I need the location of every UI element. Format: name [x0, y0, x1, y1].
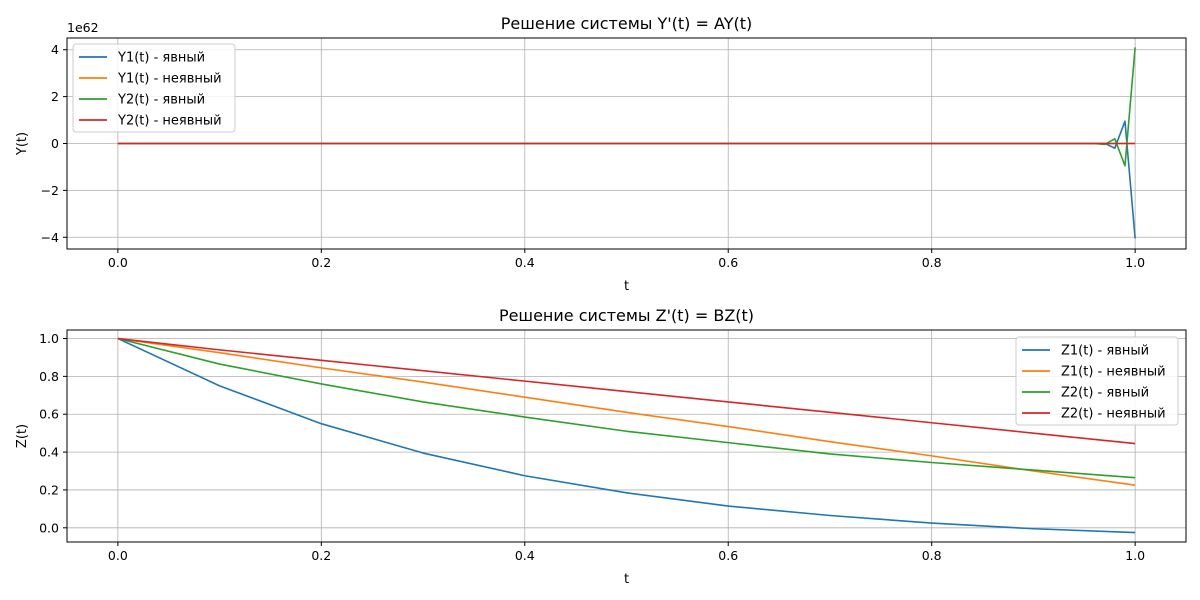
y-axis-label: Y(t)	[15, 132, 30, 156]
legend: Y1(t) - явный Y1(t) - неявный Y2(t) - явны…	[72, 43, 236, 133]
legend-entry: Z2(t) - явный	[1061, 386, 1149, 401]
x-axis-label: t	[624, 279, 629, 294]
y-tick-label: 0.4	[39, 445, 59, 460]
series-line-4	[117, 337, 1136, 445]
x-tick-label: 0.6	[718, 548, 738, 563]
x-axis-label: t	[624, 572, 629, 587]
x-tick-label: 1.0	[1125, 548, 1145, 563]
x-tick-label: 0.0	[108, 548, 128, 563]
x-tick-label: 0.0	[108, 255, 128, 270]
x-tick-label: 0.6	[718, 255, 738, 270]
chart-title: Решение системы Y'(t) = AY(t)	[501, 14, 752, 33]
legend-entry: Z2(t) - неявный	[1061, 407, 1166, 422]
x-tick-label: 0.2	[311, 255, 331, 270]
y-tick-label: 0.0	[39, 520, 59, 535]
y-tick-label: 0.6	[39, 407, 59, 422]
series-line-3	[117, 337, 1136, 479]
y-offset-text: 1e62	[67, 20, 99, 35]
y-tick-label: −2	[41, 183, 59, 198]
x-tick-label: 0.8	[922, 255, 942, 270]
chart-y-system: 0.0 0.2 0.4 0.6 0.8 1.0 −4 −2 0 2 4 1e62 Решение сис…	[15, 14, 1187, 294]
legend-entry: Y1(t) - явный	[117, 51, 205, 66]
legend: Z1(t) - явный Z1(t) - неявный Z2(t) - явны…	[1015, 336, 1179, 426]
x-tick-label: 1.0	[1125, 255, 1145, 270]
legend-entry: Y2(t) - явный	[117, 93, 205, 108]
legend-box	[1015, 336, 1179, 426]
y-tick-label: 1.0	[39, 331, 59, 346]
y-tick-label: 0.2	[39, 482, 59, 497]
series-line-1	[117, 120, 1136, 239]
x-tick-label: 0.8	[922, 548, 942, 563]
plot-frame	[66, 329, 1187, 543]
y-tick-label: 4	[51, 42, 59, 57]
legend-entry: Z1(t) - явный	[1061, 344, 1149, 359]
legend-entry: Y1(t) - неявный	[117, 72, 222, 87]
series-line-3	[117, 47, 1136, 167]
y-tick-label: 2	[51, 89, 59, 104]
chart-title: Решение системы Z'(t) = BZ(t)	[499, 306, 754, 325]
x-tick-label: 0.4	[515, 548, 535, 563]
legend-entry: Z1(t) - неявный	[1061, 365, 1166, 380]
series-line-2	[117, 337, 1136, 487]
chart-z-system: 0.0 0.2 0.4 0.6 0.8 1.0 0.0 0.2 0.4 0.6 0.8 1.0 Реше…	[15, 306, 1187, 587]
x-tick-label: 0.2	[311, 548, 331, 563]
series-line-1	[117, 337, 1136, 534]
y-tick-label: −4	[41, 230, 59, 245]
legend-box	[72, 43, 236, 133]
y-tick-label: 0	[51, 136, 59, 151]
legend-entry: Y2(t) - неявный	[117, 114, 222, 129]
y-axis-label: Z(t)	[15, 424, 30, 448]
y-tick-label: 0.8	[39, 369, 59, 384]
x-tick-label: 0.4	[515, 255, 535, 270]
